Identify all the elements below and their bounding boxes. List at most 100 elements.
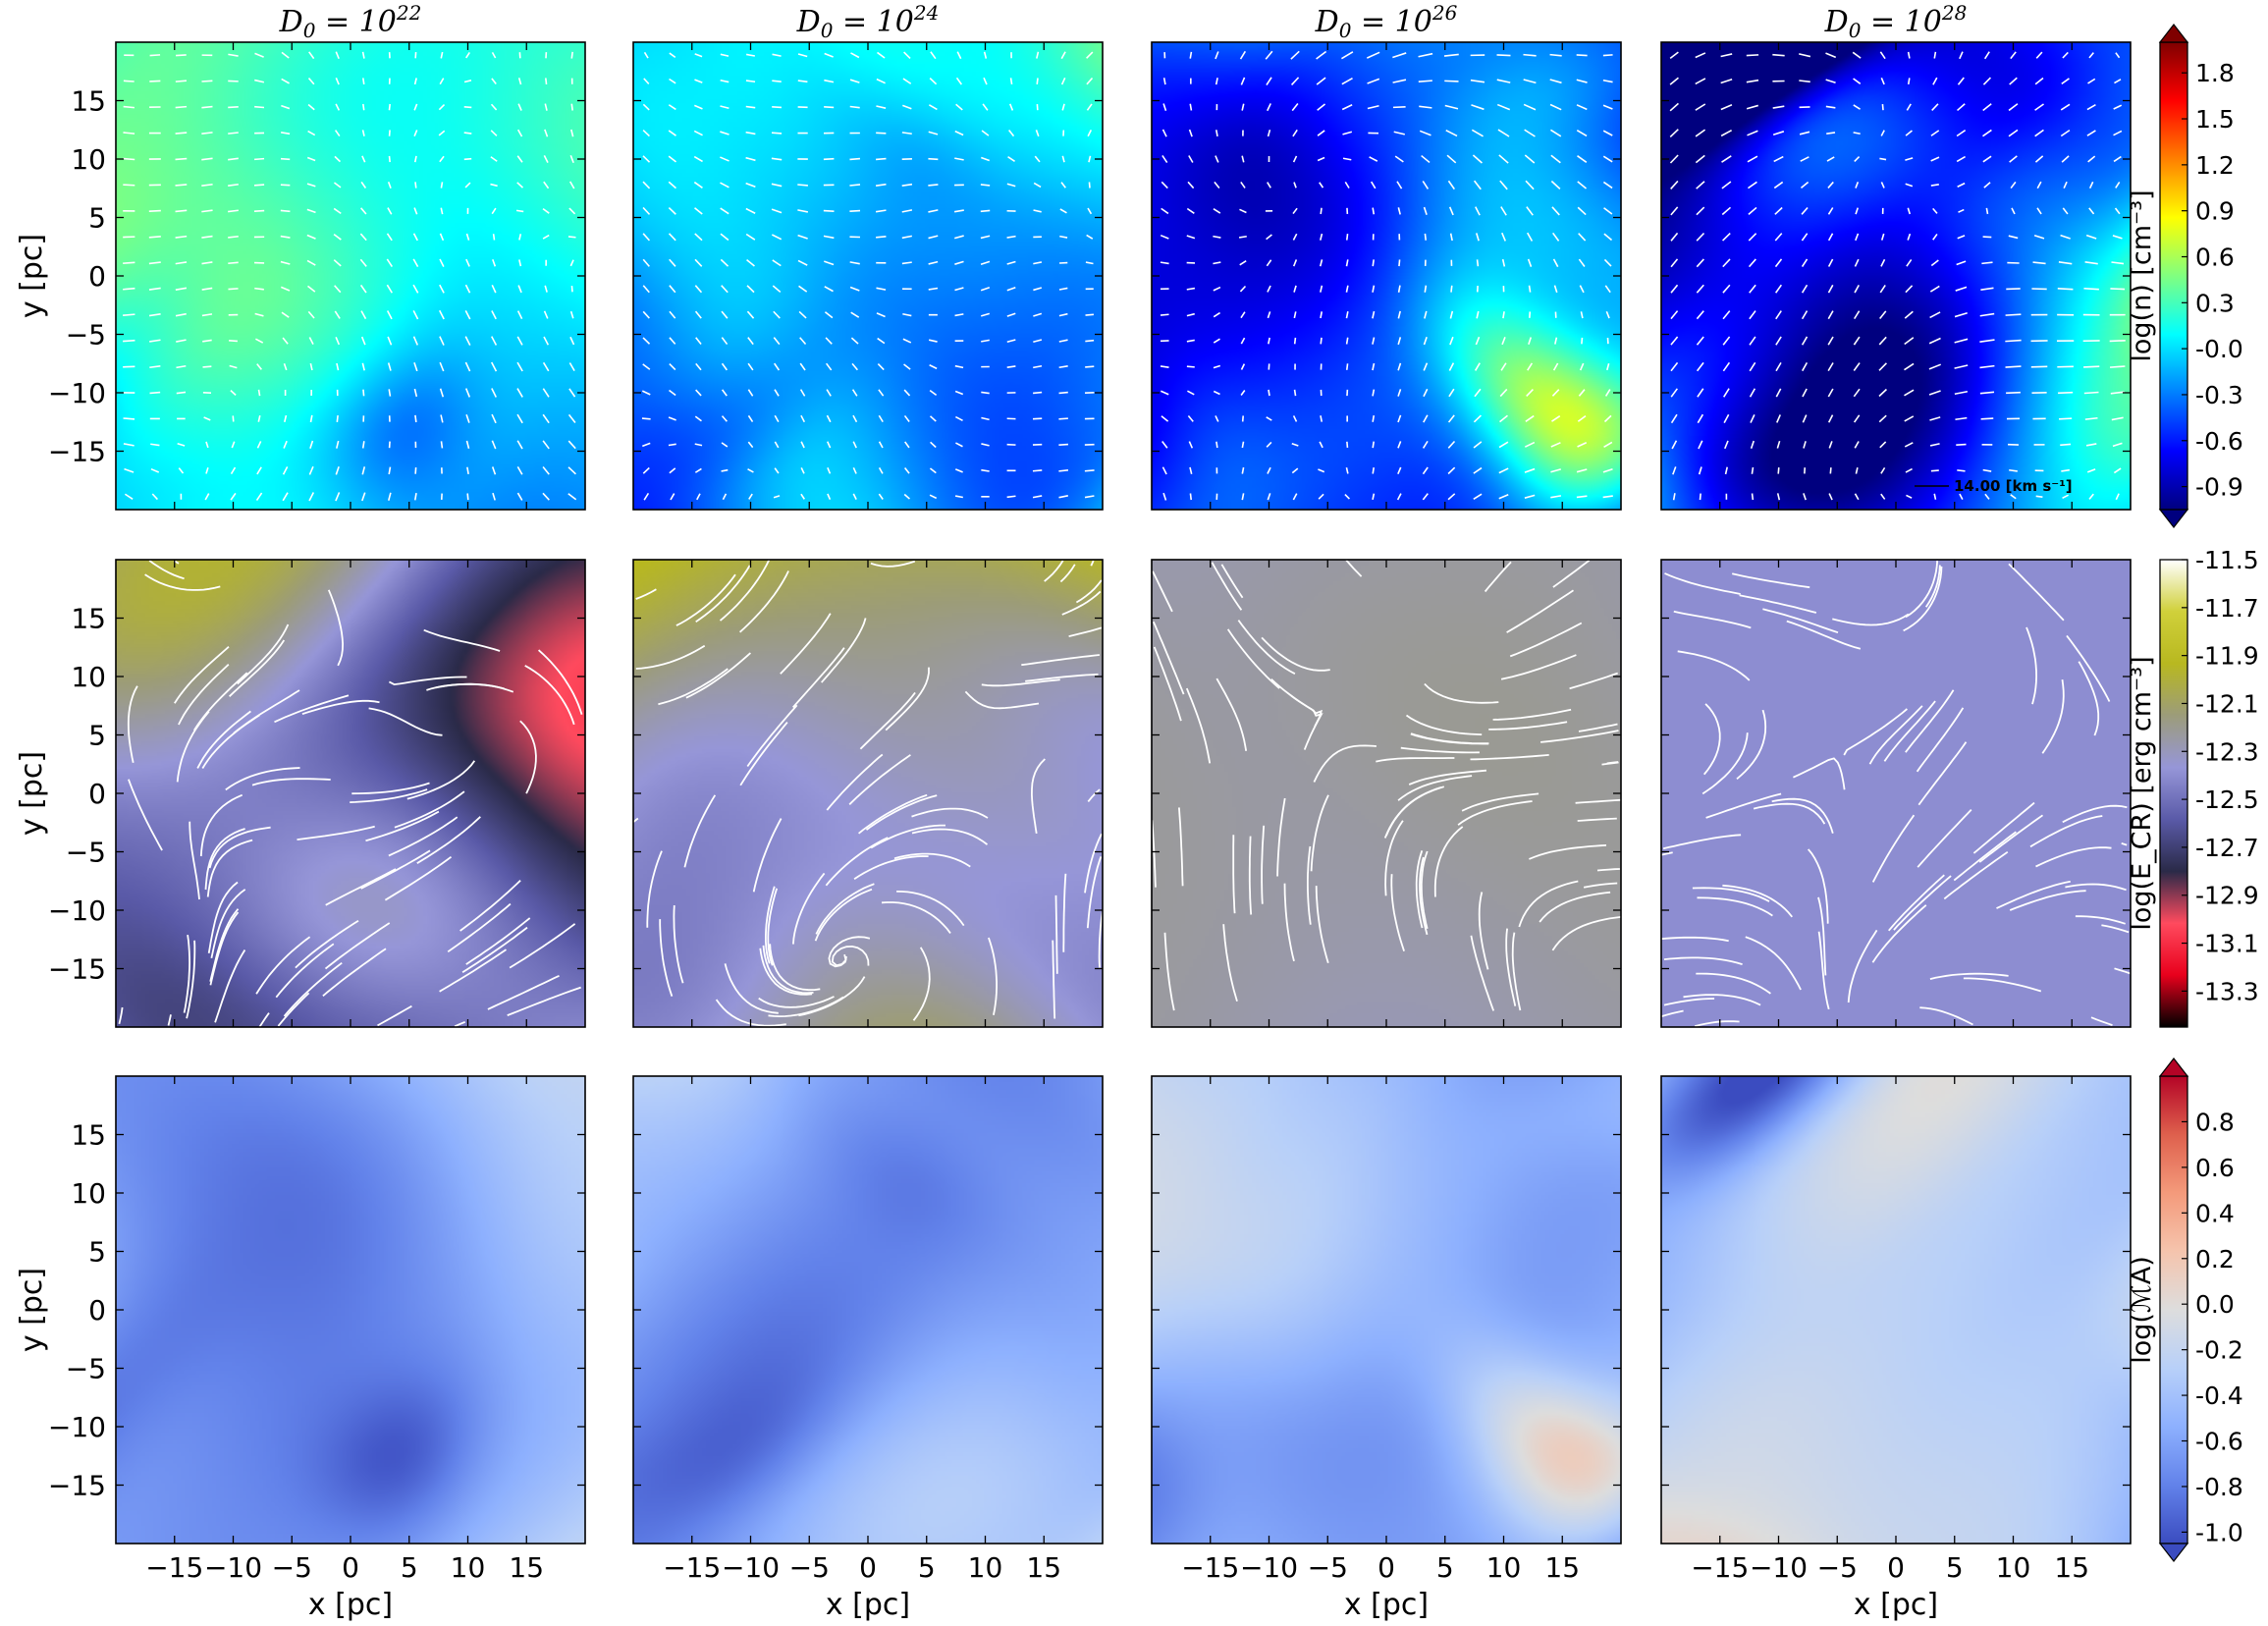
velocity-arrow xyxy=(1393,131,1406,136)
velocity-arrow xyxy=(1498,154,1509,164)
velocity-arrow xyxy=(149,54,161,57)
x-tick-label: −5 xyxy=(789,1551,830,1584)
velocity-arrow xyxy=(2033,235,2045,240)
velocity-arrow xyxy=(333,233,342,241)
velocity-arrow xyxy=(203,416,211,421)
velocity-arrow xyxy=(1957,103,1966,112)
velocity-arrow xyxy=(721,442,729,448)
velocity-arrow xyxy=(904,441,910,449)
velocity-arrow xyxy=(491,336,498,346)
column-title: D0 = 1028 xyxy=(1824,1,1968,42)
velocity-arrow xyxy=(1604,285,1611,294)
velocity-arrow xyxy=(123,132,135,135)
velocity-arrow xyxy=(928,209,939,213)
velocity-arrow xyxy=(1087,129,1093,137)
velocity-arrow xyxy=(413,130,418,137)
streamline xyxy=(128,779,163,851)
velocity-arrow xyxy=(876,287,887,291)
velocity-arrow xyxy=(254,105,265,109)
velocity-arrow xyxy=(1579,362,1585,371)
velocity-arrow xyxy=(1160,234,1169,240)
velocity-arrow xyxy=(1036,51,1040,59)
velocity-arrow xyxy=(439,78,445,85)
velocity-arrow xyxy=(955,77,962,85)
velocity-arrow xyxy=(463,106,472,109)
velocity-arrow xyxy=(1397,466,1402,474)
velocity-arrow xyxy=(1214,181,1220,190)
streamline xyxy=(2075,915,2126,925)
colorbar-tick-label: -13.1 xyxy=(2195,930,2259,958)
velocity-arrow xyxy=(1215,155,1219,163)
streamline xyxy=(1511,932,1522,1011)
velocity-arrow xyxy=(799,362,806,371)
velocity-arrow xyxy=(981,416,990,421)
velocity-arrow xyxy=(902,312,912,317)
velocity-arrow xyxy=(930,51,937,60)
velocity-arrow xyxy=(1265,50,1273,60)
streamline xyxy=(858,793,928,835)
streamline xyxy=(1683,994,1761,1006)
velocity-arrow xyxy=(1033,261,1043,265)
velocity-arrow xyxy=(1550,495,1562,499)
velocity-arrow xyxy=(1241,441,1245,449)
velocity-arrow xyxy=(361,492,366,502)
streamline xyxy=(324,922,391,970)
velocity-arrow xyxy=(1554,337,1558,345)
velocity-arrow xyxy=(772,106,782,109)
velocity-arrow xyxy=(721,310,729,319)
velocity-arrow xyxy=(1749,361,1756,372)
velocity-arrow xyxy=(282,337,289,345)
velocity-arrow xyxy=(1392,52,1407,59)
velocity-arrow xyxy=(1006,339,1016,343)
velocity-arrow xyxy=(1774,206,1783,215)
streamline xyxy=(762,945,814,995)
streamline xyxy=(1470,754,1549,761)
velocity-arrow xyxy=(2034,155,2044,163)
velocity-arrow xyxy=(257,389,261,397)
streamline xyxy=(1410,732,1489,745)
velocity-arrow xyxy=(1550,129,1562,137)
velocity-arrow xyxy=(1367,78,1380,84)
velocity-arrow xyxy=(1471,104,1485,111)
velocity-arrow xyxy=(954,287,964,292)
streamline xyxy=(1068,626,1103,637)
velocity-arrow xyxy=(1669,77,1679,85)
velocity-arrow xyxy=(1292,259,1298,267)
velocity-arrow xyxy=(201,209,213,213)
velocity-arrow xyxy=(1670,258,1679,268)
velocity-arrow xyxy=(668,130,676,136)
velocity-arrow xyxy=(255,338,264,344)
velocity-arrow xyxy=(1292,155,1298,163)
velocity-arrow xyxy=(491,440,497,450)
velocity-arrow xyxy=(774,467,780,474)
velocity-arrow xyxy=(1341,77,1353,85)
velocity-arrow xyxy=(1419,130,1431,136)
velocity-arrow xyxy=(745,105,756,109)
velocity-arrow xyxy=(1749,284,1756,294)
velocity-arrow xyxy=(851,362,859,371)
velocity-arrow xyxy=(773,337,781,346)
x-tick-label: −10 xyxy=(1240,1551,1298,1584)
velocity-arrow xyxy=(2113,467,2122,474)
velocity-arrow xyxy=(412,233,418,242)
velocity-arrow xyxy=(2057,287,2074,291)
velocity-arrow xyxy=(412,336,419,346)
velocity-arrow xyxy=(201,183,213,187)
velocity-arrow xyxy=(2112,442,2123,448)
velocity-arrow xyxy=(929,364,938,370)
y-tick-label: 0 xyxy=(88,1294,106,1327)
velocity-arrow xyxy=(1775,336,1782,346)
velocity-arrow xyxy=(1266,441,1272,448)
velocity-arrow xyxy=(516,155,523,163)
streamline xyxy=(297,825,375,840)
velocity-arrow xyxy=(693,130,703,136)
velocity-arrow xyxy=(1186,312,1195,317)
velocity-arrow xyxy=(254,312,264,317)
velocity-arrow xyxy=(1241,466,1245,474)
velocity-arrow xyxy=(1774,258,1783,268)
velocity-arrow xyxy=(151,493,158,501)
velocity-arrow xyxy=(693,155,703,163)
velocity-arrow xyxy=(1982,129,1992,137)
velocity-arrow xyxy=(491,310,497,320)
